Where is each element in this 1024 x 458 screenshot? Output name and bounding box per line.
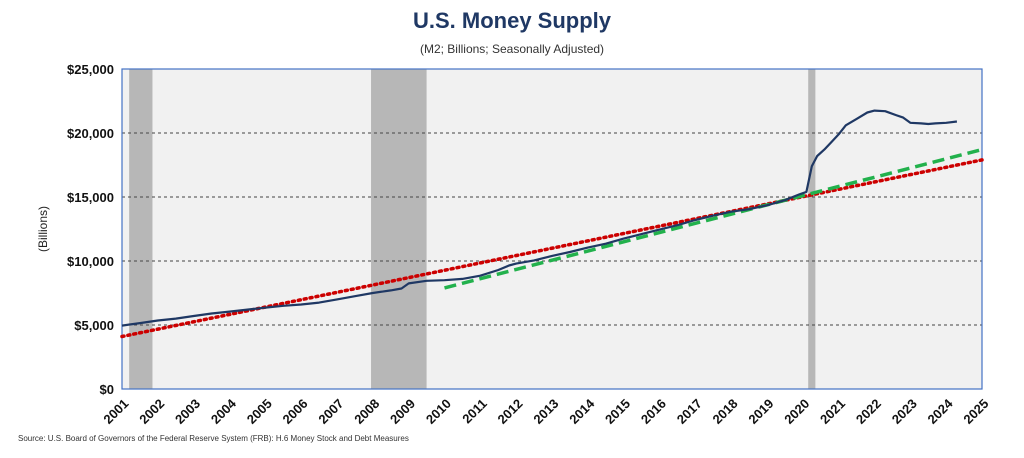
x-tick-label: 2020 <box>781 396 812 427</box>
plot-area <box>122 69 982 389</box>
y-tick-label: $10,000 <box>67 254 114 269</box>
x-tick-label: 2015 <box>602 396 633 427</box>
recession-band <box>371 69 427 389</box>
y-tick-label: $20,000 <box>67 126 114 141</box>
m2-series-line <box>121 109 958 327</box>
y-tick-label: $25,000 <box>67 62 114 77</box>
x-tick-label: 2014 <box>566 395 598 427</box>
x-tick-label: 2025 <box>960 396 991 427</box>
recession-band <box>129 69 153 389</box>
x-tick-label: 2021 <box>817 396 848 427</box>
recession-band <box>808 69 816 389</box>
x-tick-label: 2004 <box>208 395 240 427</box>
x-tick-label: 2019 <box>745 396 776 427</box>
x-tick-label: 2023 <box>889 396 920 427</box>
x-tick-label: 2003 <box>172 396 203 427</box>
x-tick-label: 2010 <box>423 396 454 427</box>
y-tick-label: $5,000 <box>74 318 114 333</box>
x-tick-label: 2022 <box>853 396 884 427</box>
x-tick-label: 2018 <box>710 396 741 427</box>
x-tick-label: 2011 <box>459 396 490 427</box>
x-tick-label: 2012 <box>495 396 526 427</box>
x-tick-label: 2001 <box>100 396 131 427</box>
x-tick-label: 2008 <box>351 396 382 427</box>
trend-line-green <box>444 147 983 290</box>
x-tick-label: 2016 <box>638 396 669 427</box>
chart-subtitle: (M2; Billions; Seasonally Adjusted) <box>419 42 605 56</box>
y-tick-label: $15,000 <box>67 190 114 205</box>
x-tick-label: 2002 <box>136 396 167 427</box>
y-axis-label: (Billions) <box>36 206 50 252</box>
x-tick-label: 2017 <box>674 396 705 427</box>
y-tick-label: $0 <box>100 382 114 397</box>
x-tick-label: 2006 <box>280 396 311 427</box>
x-tick-label: 2007 <box>315 396 346 427</box>
x-tick-label: 2005 <box>244 396 275 427</box>
x-tick-label: 2013 <box>530 396 561 427</box>
x-tick-label: 2009 <box>387 396 418 427</box>
source-note: Source: U.S. Board of Governors of the F… <box>18 434 409 443</box>
x-tick-label: 2024 <box>925 395 957 427</box>
chart-title: U.S. Money Supply <box>412 8 612 33</box>
plot-border <box>121 68 983 390</box>
